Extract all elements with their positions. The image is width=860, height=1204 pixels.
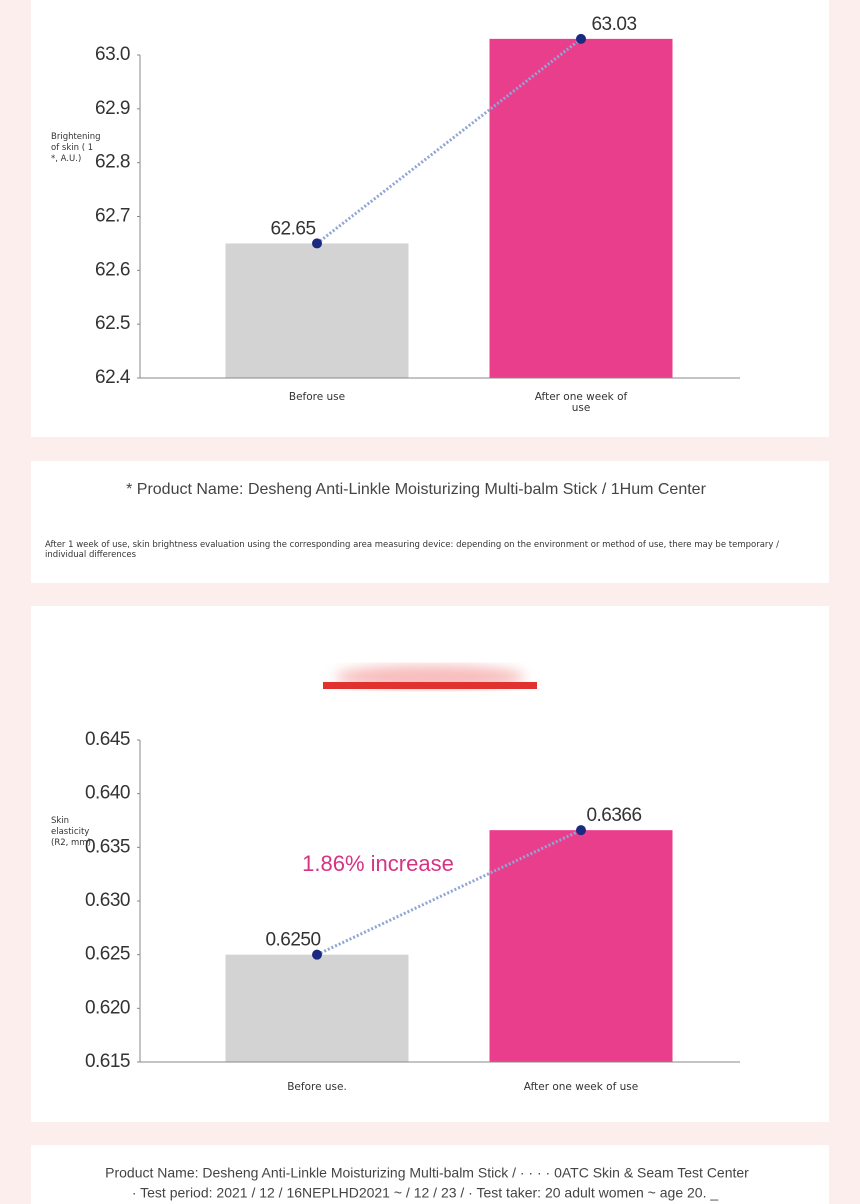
- panel: [31, 0, 829, 437]
- panel: [31, 606, 829, 1122]
- y-axis-label-box: Brightening of skin ( 1 *, A.U.): [51, 132, 101, 164]
- divider: [323, 682, 537, 689]
- y-axis-label-box: Skin elasticity (R2, mm): [51, 816, 91, 848]
- disclaimer-box: After 1 week of use, skin brightness eva…: [45, 540, 779, 560]
- panel: [31, 1145, 829, 1204]
- value-label: 0.6366: [586, 805, 641, 826]
- y-tick-label: 0.630: [85, 890, 130, 911]
- x-tick-label-box: Before use: [288, 392, 346, 403]
- y-tick-label: 62.5: [95, 313, 130, 334]
- y-tick-label: 62.6: [95, 259, 130, 280]
- bar: [225, 954, 409, 1062]
- footer-line: Product Name: Desheng Anti-Linkle Moistu…: [105, 1165, 749, 1181]
- bar: [225, 243, 409, 378]
- panel: [31, 461, 829, 583]
- footer-line: · Test period: 2021 / 12 / 16NEPLHD2021 …: [132, 1185, 719, 1201]
- point: [576, 825, 586, 836]
- y-tick-label: 0.645: [85, 729, 130, 750]
- x-tick-label: Before use: [288, 392, 346, 403]
- x-tick-label-box: After one week of use: [534, 392, 628, 414]
- product-name: * Product Name: Desheng Anti-Linkle Mois…: [126, 481, 706, 498]
- value-label: 63.03: [591, 14, 636, 35]
- y-tick-label: 0.615: [85, 1051, 130, 1072]
- y-axis-label: Skin elasticity (R2, mm): [51, 816, 91, 848]
- annotation: 1.86% increase: [302, 851, 454, 876]
- point: [312, 238, 322, 249]
- x-tick-label-box: Before use.: [287, 1082, 347, 1093]
- point: [312, 949, 322, 960]
- bar: [489, 38, 673, 378]
- y-tick-label: 62.9: [95, 98, 130, 119]
- disclaimer: After 1 week of use, skin brightness eva…: [45, 540, 779, 560]
- x-tick-label: After one week of use: [523, 1082, 639, 1093]
- trend-line: [316, 828, 582, 957]
- y-tick-label: 0.625: [85, 944, 130, 965]
- y-tick-label: 62.8: [95, 152, 130, 173]
- y-tick-label: 63.0: [95, 44, 130, 65]
- y-tick-label: 0.640: [85, 783, 130, 804]
- y-tick-label: 0.635: [85, 836, 130, 857]
- bar: [489, 830, 673, 1062]
- y-axis-label: Brightening of skin ( 1 *, A.U.): [51, 132, 101, 164]
- y-tick-label: 62.4: [95, 367, 131, 388]
- value-label: 62.65: [270, 218, 315, 239]
- value-label: 0.6250: [265, 930, 320, 951]
- y-tick-label: 62.7: [95, 206, 130, 227]
- point: [576, 33, 586, 44]
- x-tick-label: Before use.: [287, 1082, 347, 1093]
- x-tick-label-box: After one week of use: [523, 1082, 639, 1093]
- x-tick-label: After one week of use: [534, 392, 628, 414]
- y-tick-label: 0.620: [85, 997, 130, 1018]
